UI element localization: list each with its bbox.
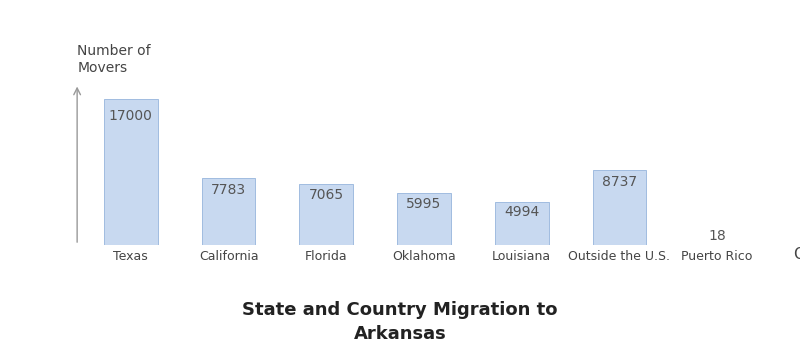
Text: 18: 18 xyxy=(708,229,726,243)
Text: 4994: 4994 xyxy=(504,205,539,219)
Bar xyxy=(299,184,353,245)
Text: State and Country Migration to
Arkansas: State and Country Migration to Arkansas xyxy=(242,301,558,343)
Bar xyxy=(397,193,451,245)
Text: 8737: 8737 xyxy=(602,175,637,189)
Bar xyxy=(593,170,646,245)
Text: 7783: 7783 xyxy=(211,183,246,197)
Bar xyxy=(104,99,158,245)
Text: 17000: 17000 xyxy=(109,109,153,123)
Bar xyxy=(202,178,255,245)
Text: Number of
Movers: Number of Movers xyxy=(77,44,150,75)
Text: 5995: 5995 xyxy=(406,197,442,211)
Text: Origin: Origin xyxy=(794,247,800,262)
Text: 7065: 7065 xyxy=(309,188,344,202)
Bar xyxy=(495,202,549,245)
